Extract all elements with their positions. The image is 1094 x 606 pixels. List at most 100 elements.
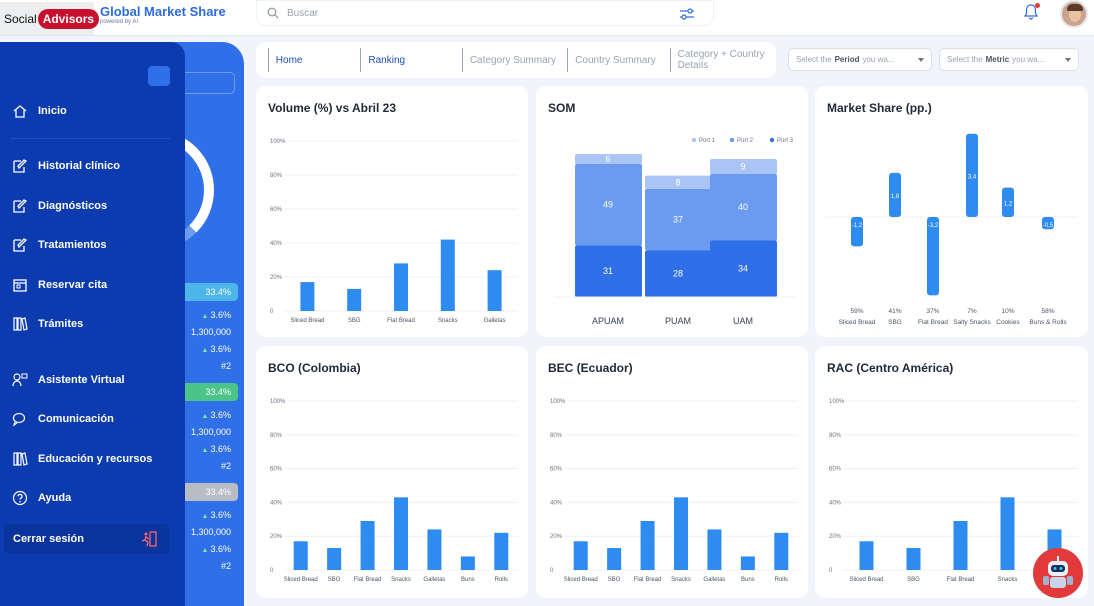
rank-growth: ▲ 3.6%: [201, 510, 231, 520]
filter-sliders-icon[interactable]: [679, 7, 695, 21]
x-tick-label: Galletas: [703, 577, 725, 583]
up-arrow-icon: ▲: [201, 313, 209, 320]
x-tick-label: SBG: [608, 577, 621, 583]
x-tick-label: SBG: [888, 319, 902, 326]
y-tick-label: 20%: [829, 534, 842, 540]
tab-category-country-details[interactable]: Category + Country Details: [669, 48, 776, 72]
sidebar-item-educación-y-recursos[interactable]: Educación y recursos: [12, 451, 152, 467]
y-tick-label: 100%: [270, 399, 286, 405]
bar-sliced-bread: [859, 541, 874, 570]
x-tick-label: Snacks: [671, 577, 691, 583]
social-advisors-logo[interactable]: Social Advisors: [0, 2, 100, 35]
bar-snacks: [674, 497, 688, 570]
x-tick-label: Sliced Bread: [284, 577, 318, 583]
logout-label: Cerrar sesión: [13, 533, 84, 545]
period-select[interactable]: Select the Period you wa...: [788, 48, 932, 71]
sidebar-item-inicio[interactable]: Inicio: [12, 103, 67, 119]
x-tick-label: Buns: [741, 577, 755, 583]
legend-label: Port 3: [777, 138, 794, 144]
bar-rolls: [494, 532, 509, 570]
rank-percentage: 33.4%: [185, 283, 238, 301]
market-share-chart-card: Market Share (pp.) -1,2 59% Sliced Bread 1,8…: [815, 86, 1088, 337]
legend-swatch: [769, 137, 775, 143]
y-tick-label: 40%: [270, 241, 283, 247]
bar-value-label: 1,8: [891, 194, 900, 200]
sidebar-item-comunicación[interactable]: Comunicación: [12, 411, 114, 427]
top-bar: Social Advisors Global Market Share power…: [0, 0, 1094, 36]
som-segment: [645, 175, 712, 189]
tab-country-summary[interactable]: Country Summary: [567, 48, 669, 72]
sidebar-item-diagnósticos[interactable]: Diagnósticos: [12, 198, 107, 214]
bar-flat-bread: [640, 520, 655, 570]
chart-title: BEC (Ecuador): [548, 361, 633, 375]
app-subtitle: powered by AI: [100, 19, 139, 25]
bar-flat-bread: [953, 520, 968, 570]
rank-position: #2: [220, 361, 231, 371]
chart-title: SOM: [548, 101, 576, 115]
section-tabs: Home Ranking Category Summary Country Summa…: [256, 42, 776, 78]
market-share-bar: [927, 217, 939, 296]
share-percentage-label: 10%: [1001, 308, 1014, 315]
rank-growth: ▲ 3.6%: [201, 444, 231, 454]
bar-snacks: [1000, 497, 1015, 570]
up-arrow-icon: ▲: [201, 347, 209, 354]
chat-icon: [12, 412, 26, 427]
metric-select[interactable]: Select the Metric you wa...: [939, 48, 1079, 71]
bar-sliced-bread: [300, 282, 315, 311]
x-tick-label: Snacks: [998, 577, 1018, 583]
x-tick-label: Sliced Bread: [849, 577, 883, 583]
sidebar-item-label: Comunicación: [38, 413, 114, 425]
x-tick-label: APUAM: [592, 316, 624, 326]
bec-chart-card: BEC (Ecuador) 100% 80% 60% 40% 20% 0 Sliced Bre…: [536, 346, 808, 598]
up-arrow-icon: ▲: [201, 513, 209, 520]
notifications-bell-icon[interactable]: [1023, 3, 1040, 25]
chatbot-launcher-button[interactable]: [1033, 548, 1083, 598]
x-tick-label: SBG: [907, 577, 920, 583]
x-tick-label: Snacks: [438, 318, 458, 324]
legend-label: Port 1: [699, 138, 716, 144]
bar-buns: [740, 556, 755, 570]
user-avatar[interactable]: [1060, 0, 1088, 28]
segment-value: 34: [738, 264, 748, 274]
tab-ranking[interactable]: Ranking: [360, 48, 461, 72]
y-tick-label: 40%: [829, 500, 842, 506]
x-tick-label: Flat Bread: [947, 577, 975, 583]
chart-title: Market Share (pp.): [827, 101, 932, 115]
calendar-icon: [13, 279, 27, 292]
sidebar-item-historial-clínico[interactable]: Historial clínico: [12, 158, 120, 174]
x-tick-label: Flat Bread: [387, 318, 415, 324]
exit-running-icon: [141, 531, 157, 547]
bco-chart-card: BCO (Colombia) 100% 80% 60% 40% 20% 0 Sliced Br…: [256, 346, 528, 598]
chevron-down-icon: [1065, 58, 1071, 62]
legend-label: Port 2: [737, 138, 754, 144]
bar-sbg: [607, 548, 622, 570]
bar-sbg: [347, 288, 362, 311]
sidebar-toggle-button[interactable]: [148, 66, 170, 86]
som-segment: [710, 173, 777, 241]
sidebar-item-ayuda[interactable]: Ayuda: [12, 490, 71, 506]
x-tick-label: Sliced Bread: [290, 318, 324, 324]
tab-home[interactable]: Home: [267, 48, 361, 72]
app-brand: Global Market Share powered by AI: [100, 4, 226, 25]
y-tick-label: 0: [270, 568, 274, 574]
bar-value-label: -1,2: [852, 223, 863, 229]
segment-value: 8: [675, 177, 680, 187]
sidebar-item-reservar-cita[interactable]: Reservar cita: [12, 277, 107, 293]
y-tick-label: 40%: [270, 500, 283, 506]
sidebar-divider: [10, 138, 170, 139]
sidebar-item-asistente-virtual[interactable]: Asistente Virtual: [12, 372, 125, 388]
sidebar-item-trámites[interactable]: Trámites: [12, 316, 83, 332]
y-tick-label: 80%: [550, 433, 563, 439]
logout-button[interactable]: Cerrar sesión: [4, 524, 169, 554]
bar-sliced-bread: [293, 541, 308, 570]
sidebar-item-tratamientos[interactable]: Tratamientos: [12, 237, 106, 253]
market-share-bar: [851, 217, 863, 247]
volume-chart-card: Volume (%) vs Abril 23 100% 80% 60% 40% 20% 0 S…: [256, 86, 528, 337]
tab-category-summary[interactable]: Category Summary: [461, 48, 567, 72]
app-title: Global Market Share: [100, 4, 226, 19]
sidebar-item-label: Asistente Virtual: [38, 374, 125, 386]
share-percentage-label: 59%: [850, 308, 863, 315]
search-input[interactable]: Buscar: [256, 0, 714, 26]
segment-value: 37: [673, 215, 683, 225]
rank-value: 1,300,000: [190, 427, 231, 437]
